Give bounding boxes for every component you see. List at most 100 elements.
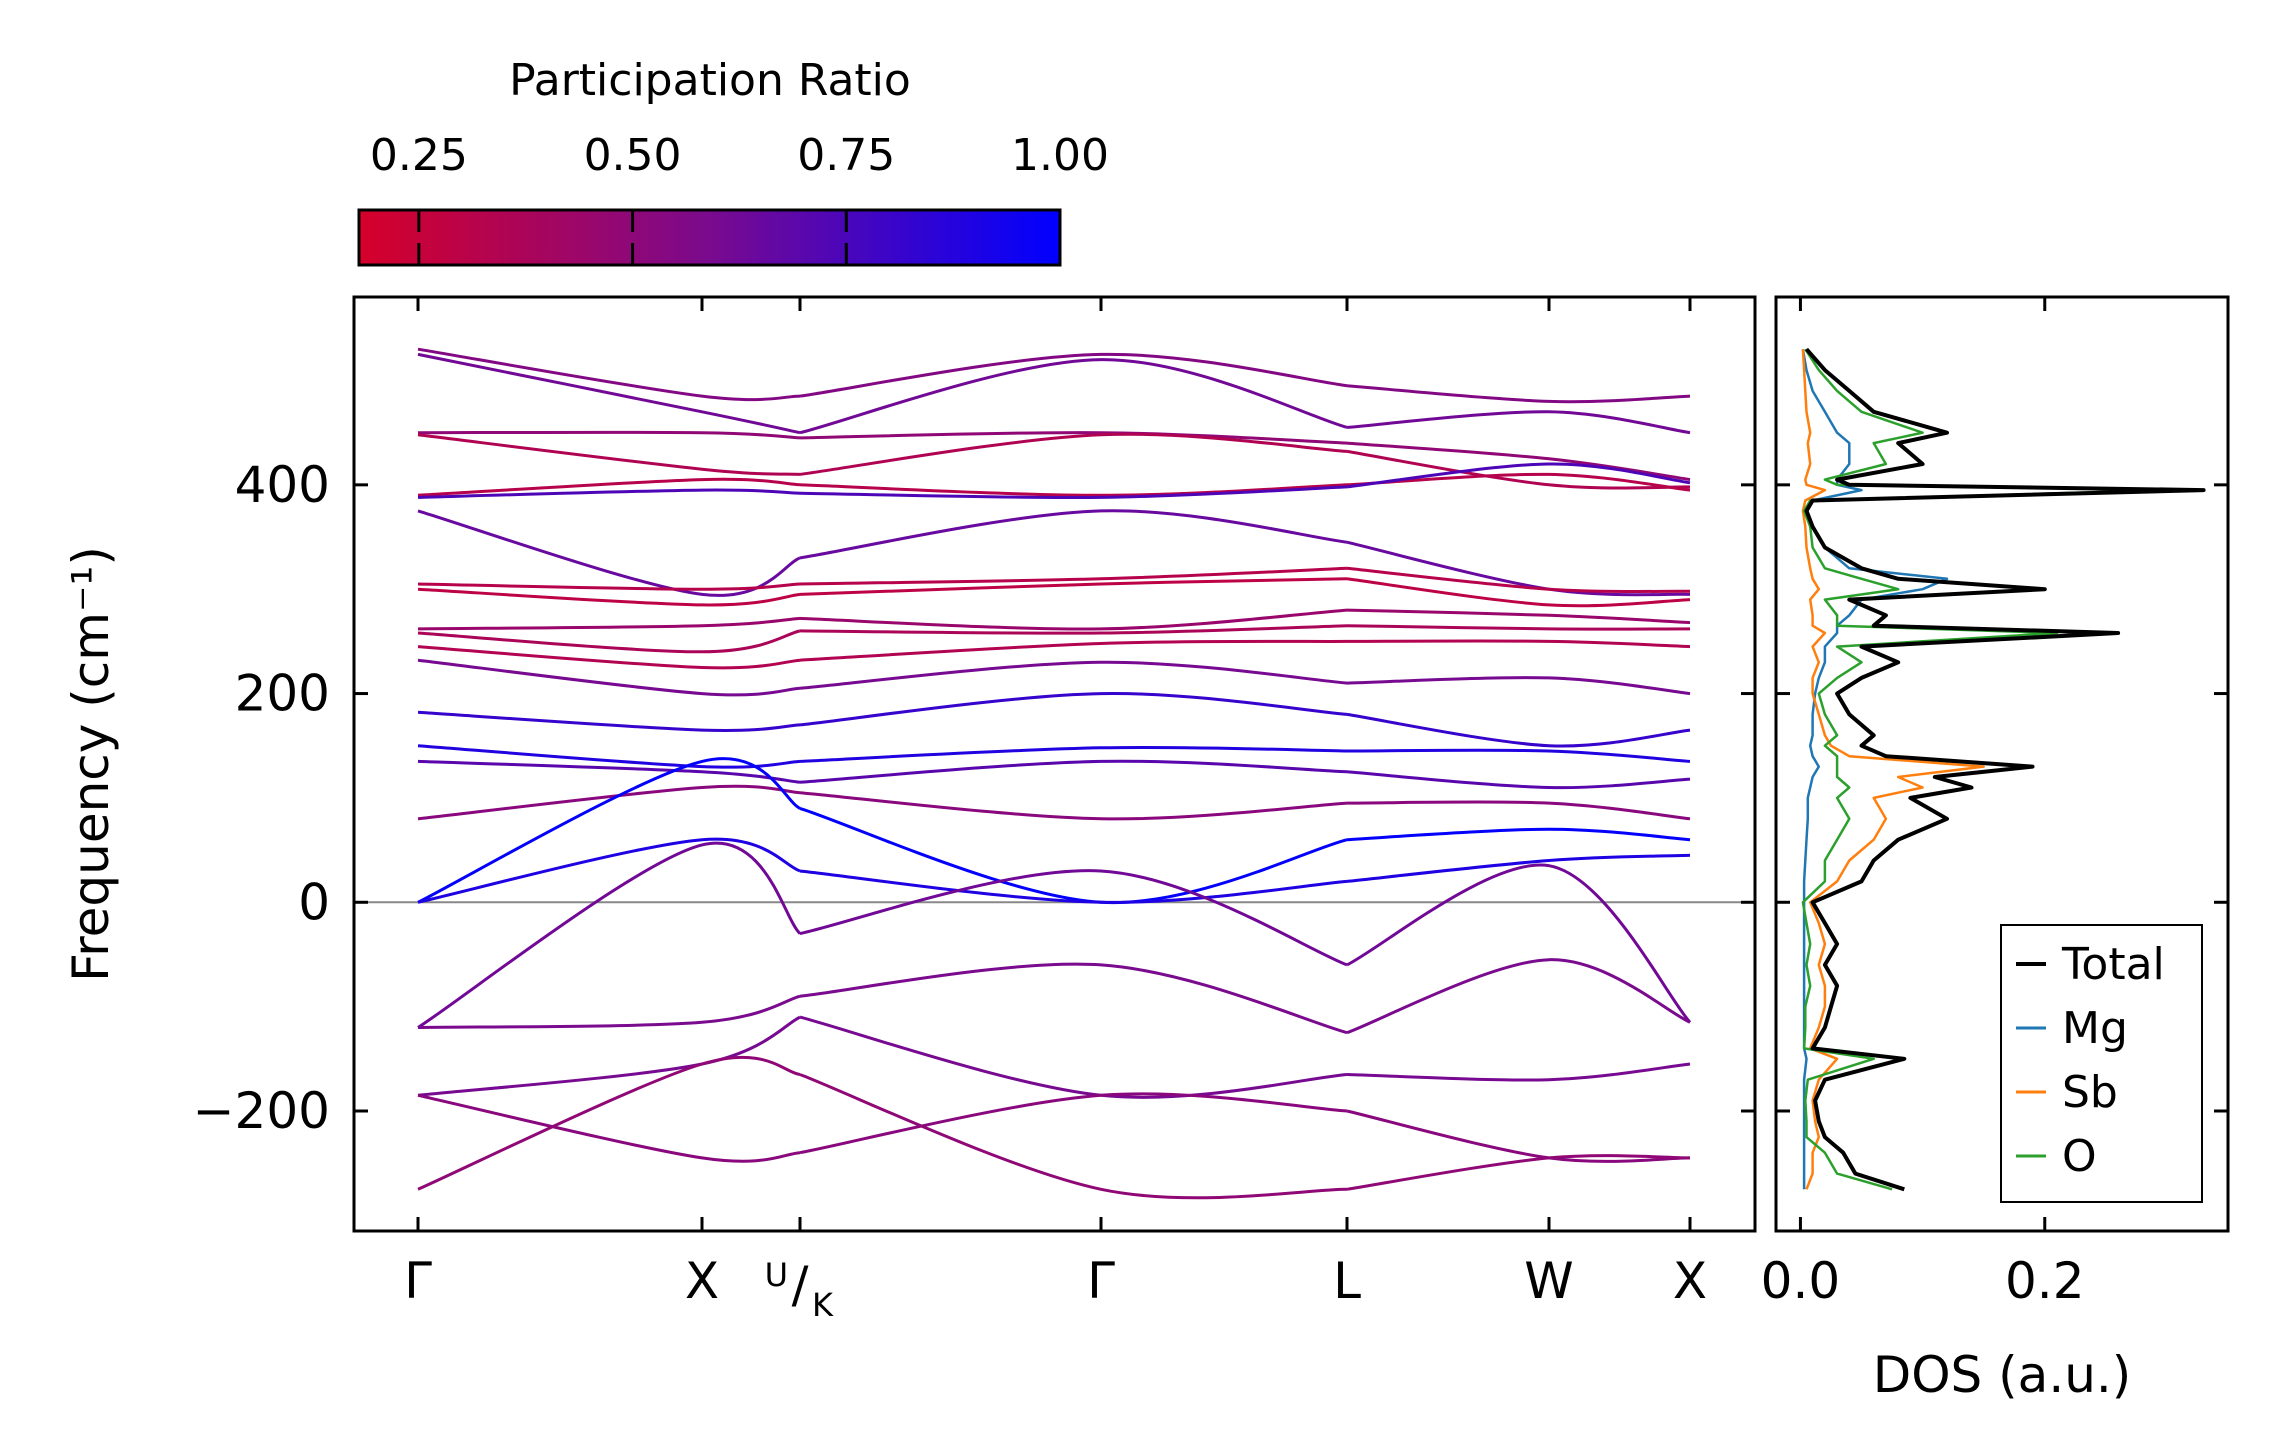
phonon-band: [799, 483, 1348, 497]
phonon-band: [1346, 1154, 1691, 1191]
phonon-band: [1346, 1062, 1691, 1082]
phonon-band: [1346, 853, 1691, 883]
phonon-band: [417, 837, 801, 904]
phonon-band: [417, 1055, 801, 1191]
phonon-band: [417, 759, 801, 784]
phonon-band: [1346, 566, 1691, 594]
dos-y-ticks: [1776, 483, 2228, 1113]
phonon-band: [417, 477, 801, 497]
phonon-band: [417, 587, 801, 607]
phonon-band: [417, 488, 801, 499]
phonon-band: [1346, 462, 1691, 489]
phonon-band: [1346, 827, 1691, 842]
y-tick-label: 400: [235, 456, 330, 514]
legend-label: Mg: [2062, 1003, 2128, 1054]
phonon-band: [799, 566, 1348, 586]
kpath-label: Γ: [1087, 1252, 1115, 1310]
phonon-band: [1346, 384, 1691, 404]
phonon-band: [799, 352, 1348, 398]
colorbar-tick-label: 0.50: [584, 130, 682, 181]
phonon-band: [799, 791, 1348, 821]
legend-entries: Total Mg Sb O: [2016, 939, 2165, 1182]
phonon-band: [417, 347, 801, 402]
y-axis-label: Frequency (cm⁻¹): [62, 546, 120, 982]
phonon-band: [799, 869, 1348, 967]
kpath-ticks: Γ X Γ L W X U / K: [404, 297, 1707, 1324]
phonon-band: [1346, 770, 1691, 790]
phonon-band: [417, 645, 801, 670]
kpath-label-u: U: [765, 1256, 788, 1294]
phonon-band: [417, 1015, 801, 1097]
dos-curve-mg: [1801, 348, 1949, 1190]
dos-curves: [1801, 347, 2206, 1192]
phonon-band: [417, 430, 801, 440]
dos-x-axis-label: DOS (a.u.): [1873, 1346, 2132, 1404]
phonon-band: [417, 1093, 801, 1163]
dos-curve-sb: [1801, 349, 1985, 1190]
kpath-label: W: [1524, 1252, 1573, 1310]
dos-panel: 0.0 0.2 DOS (a.u.) Total Mg Sb O: [1761, 295, 2230, 1404]
phonon-band: [799, 485, 1348, 500]
phonon-band: [417, 433, 801, 476]
colorbar: Participation Ratio 0.25 0.50 0.75 1.00: [357, 55, 1109, 267]
phonon-band: [1346, 712, 1691, 748]
phonon-band: [417, 352, 801, 435]
phonon-band: [417, 616, 801, 631]
phonon-band: [1346, 449, 1691, 490]
kpath-label: Γ: [404, 1252, 432, 1310]
phonon-band: [799, 759, 1348, 784]
phonon-band: [1346, 1109, 1691, 1163]
legend-label: Total: [2061, 939, 2165, 990]
y-tick-label: 200: [235, 665, 330, 723]
phonon-band: [799, 358, 1348, 435]
phonon-band: [799, 432, 1348, 476]
phonon-band: [1346, 863, 1692, 1024]
colorbar-gradient: [357, 208, 1062, 267]
phonon-band: [799, 962, 1348, 1035]
phonon-band: [1346, 608, 1691, 625]
phonon-band: [799, 577, 1348, 596]
band-structure-panel: −200 0 200 400 Γ X Γ L W X U / K Frequency (cm⁻¹): [62, 295, 1757, 1324]
kpath-label: X: [1673, 1252, 1707, 1310]
phonon-band: [417, 629, 801, 654]
phonon-band: [799, 806, 1348, 905]
phonon-band: [417, 994, 801, 1029]
phonon-band: [799, 624, 1348, 635]
dos-plot-frame: [1774, 295, 2230, 1233]
phonon-band: [417, 658, 801, 697]
y-tick-label: 0: [298, 873, 330, 931]
phonon-band: [417, 841, 802, 1029]
legend-label: O: [2062, 1131, 2097, 1182]
band-plot-frame: [352, 295, 1757, 1233]
phonon-band: [417, 744, 801, 769]
phonon-band: [417, 757, 801, 904]
phonon-band: [417, 509, 801, 597]
phonon-band: [1346, 624, 1691, 631]
phonon-band: [1346, 748, 1691, 763]
kpath-label: X: [685, 1252, 719, 1310]
phonon-band: [799, 639, 1348, 662]
phonon-band: [1346, 958, 1691, 1035]
phonon-band: [417, 784, 801, 821]
phonon-band: [1346, 410, 1691, 435]
dos-curve-total: [1804, 347, 2206, 1192]
phonon-band: [417, 582, 801, 591]
phonon-band: [799, 431, 1348, 445]
phonon-band: [799, 745, 1348, 763]
kpath-label-k: K: [812, 1286, 834, 1324]
phonon-band: [799, 509, 1348, 560]
phonon-band: [1346, 577, 1691, 608]
kpath-label-slash: /: [792, 1256, 809, 1314]
phonon-band: [799, 608, 1348, 631]
legend-label: Sb: [2062, 1067, 2118, 1118]
colorbar-label: Participation Ratio: [509, 55, 911, 106]
dos-x-tick-label: 0.0: [1761, 1252, 1841, 1310]
phonon-band: [799, 1092, 1348, 1155]
colorbar-tick-labels: 0.25 0.50 0.75 1.00: [370, 130, 1109, 181]
phonon-band: [1346, 800, 1691, 821]
y-tick-label: −200: [193, 1082, 330, 1140]
phonon-band: [1346, 441, 1691, 482]
colorbar-tick-label: 0.75: [797, 130, 895, 181]
colorbar-ticks: [417, 210, 1062, 265]
